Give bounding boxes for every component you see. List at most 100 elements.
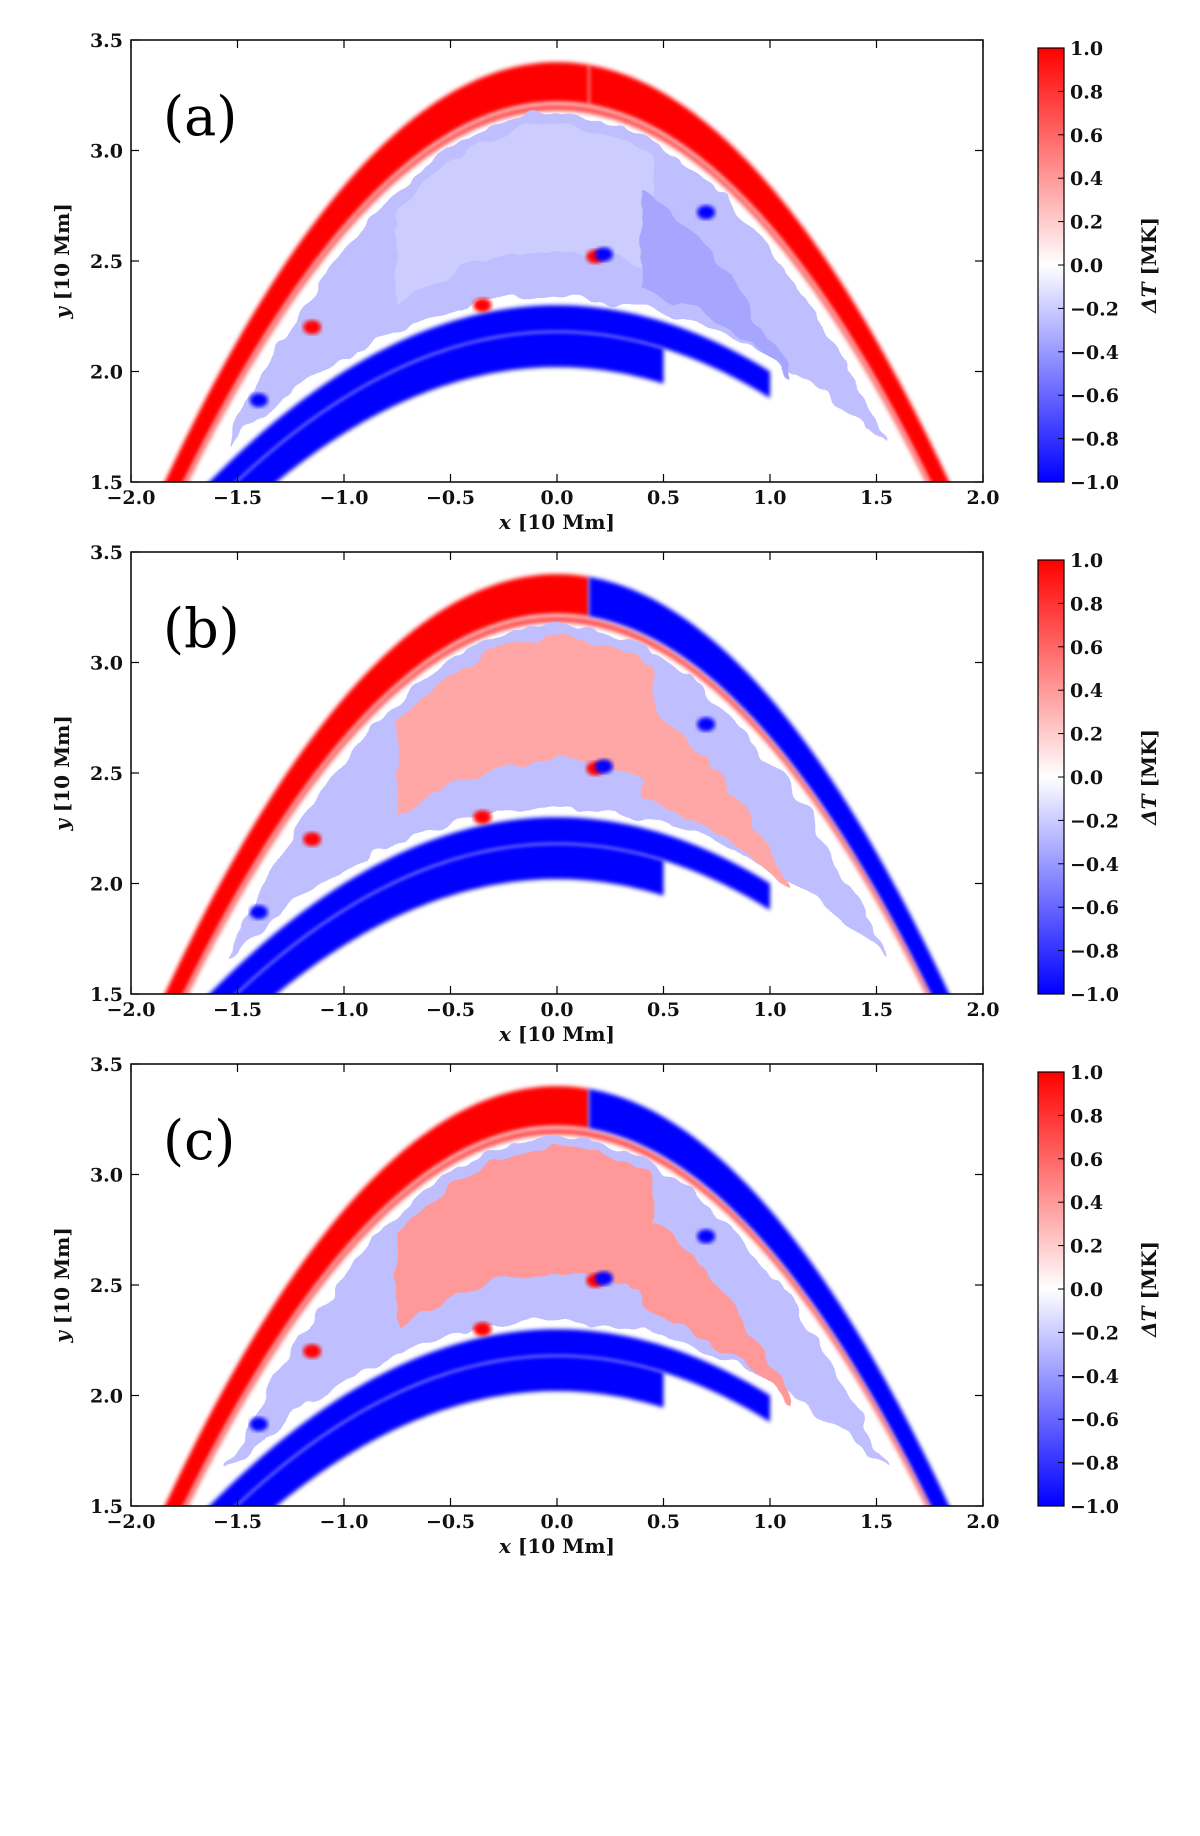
y-tick-label: 2.0 (90, 874, 123, 896)
x-tick-label: 1.5 (860, 487, 893, 509)
y-tick-label: 2.0 (90, 1386, 123, 1408)
colorbar-tick-label: 0.2 (1070, 724, 1103, 746)
panel-2: −2.0 −1.5 −1.0 −0.5 0.0 0.5 1.0 1.5 2.0 1.5 2.0 2.5… (50, 542, 1161, 1046)
colorbar-tick-label: −0.6 (1070, 897, 1119, 919)
colorbar-tick-label: −0.8 (1070, 429, 1119, 451)
panel-label: (a) (163, 85, 237, 148)
x-axis-label: x [10 Mm] (498, 1534, 615, 1558)
eddy (697, 205, 716, 220)
y-axis-var: y (50, 1330, 74, 1344)
x-tick-label: −2.0 (107, 487, 156, 509)
colorbar-tick-label: −1.0 (1070, 984, 1119, 1006)
heatmap-field (131, 40, 983, 482)
y-axis-label: y [10 Mm] (50, 203, 74, 320)
colorbar-var: ΔT (1137, 792, 1161, 826)
y-tick-label: 3.0 (90, 653, 123, 675)
core-region-right (642, 189, 792, 379)
colorbar-tick-label: −0.2 (1070, 1322, 1119, 1344)
y-axis-unit: [10 Mm] (50, 203, 74, 307)
core-region-base (226, 1136, 888, 1469)
x-axis-label: x [10 Mm] (498, 510, 615, 534)
lower-band-inner (236, 331, 664, 482)
x-tick-label: 2.0 (966, 1511, 999, 1533)
secondary-shell (184, 1128, 930, 1506)
colorbar-label: ΔT [MK] (1137, 729, 1161, 826)
colorbar-tick-label: −0.4 (1070, 854, 1119, 876)
colorbar-tick-label: −0.2 (1070, 810, 1119, 832)
core-region-right (642, 701, 792, 891)
colorbar-tick-label: −0.4 (1070, 342, 1119, 364)
panel-1: −2.0 −1.5 −1.0 −0.5 0.0 0.5 1.0 1.5 2.0 1.5 2.0 2.5… (50, 30, 1161, 534)
x-tick-label: 1.0 (753, 999, 786, 1021)
x-axis-unit: [10 Mm] (511, 1534, 615, 1558)
eddy (473, 1322, 492, 1337)
eddy (249, 1417, 268, 1432)
x-tick-label: −1.5 (213, 1511, 262, 1533)
x-tick-label: 0.5 (647, 1511, 680, 1533)
y-axis-var: y (50, 306, 74, 320)
colorbar-tick-label: 0.0 (1070, 255, 1103, 277)
colorbar-tick-label: 0.8 (1070, 81, 1103, 103)
lower-band (209, 305, 770, 482)
x-tick-label: −2.0 (107, 999, 156, 1021)
x-tick-label: −1.5 (213, 487, 262, 509)
outer-shell-right (589, 576, 950, 994)
y-tick-label: 1.5 (90, 1496, 123, 1518)
core-region-base (226, 624, 888, 957)
secondary-shell (184, 104, 930, 482)
x-tick-label: 1.0 (753, 1511, 786, 1533)
colorbar-label: ΔT [MK] (1137, 1241, 1161, 1338)
eddy (303, 1344, 322, 1359)
eddy (697, 717, 716, 732)
y-tick-label: 2.5 (90, 1275, 123, 1297)
core-region-upper (397, 636, 653, 818)
eddy (249, 393, 268, 408)
eddy (473, 298, 492, 313)
y-tick-label: 3.0 (90, 141, 123, 163)
x-tick-label: 0.0 (540, 1511, 573, 1533)
core-region-right (642, 1213, 792, 1403)
colorbar-tick-label: 0.8 (1070, 1105, 1103, 1127)
x-axis-unit: [10 Mm] (511, 1022, 615, 1046)
eddy (303, 832, 322, 847)
lower-band-inner (236, 1355, 664, 1506)
colorbar-tick-label: 0.0 (1070, 767, 1103, 789)
colorbar-var: ΔT (1137, 1304, 1161, 1338)
colorbar-var: ΔT (1137, 280, 1161, 314)
panel-3: −2.0 −1.5 −1.0 −0.5 0.0 0.5 1.0 1.5 2.0 1.5 2.0 2.5… (50, 1054, 1161, 1558)
x-axis-unit: [10 Mm] (511, 510, 615, 534)
colorbar-tick-label: 0.8 (1070, 593, 1103, 615)
colorbar-tick-label: 0.6 (1070, 637, 1103, 659)
y-tick-label: 3.0 (90, 1165, 123, 1187)
colorbar-tick-label: −1.0 (1070, 472, 1119, 494)
colorbar-unit: [MK] (1137, 729, 1161, 794)
core-region-upper (397, 124, 653, 306)
colorbar-tick-label: 0.6 (1070, 125, 1103, 147)
lower-band (209, 817, 770, 994)
x-tick-label: 2.0 (966, 487, 999, 509)
core-region-base (226, 112, 888, 446)
x-tick-label: −0.5 (426, 1511, 475, 1533)
panel-label: (b) (163, 597, 240, 660)
y-tick-label: 3.5 (90, 542, 123, 564)
colorbar-tick-label: 0.0 (1070, 1279, 1103, 1301)
eddy (594, 247, 613, 262)
x-tick-label: −1.5 (213, 999, 262, 1021)
x-tick-label: −0.5 (426, 487, 475, 509)
colorbar-tick-label: 1.0 (1070, 38, 1103, 60)
eddy (594, 759, 613, 774)
eddy (249, 905, 268, 920)
y-tick-label: 1.5 (90, 472, 123, 494)
colorbar-tick-label: 1.0 (1070, 550, 1103, 572)
eddy (473, 810, 492, 825)
colorbar-tick-label: −0.4 (1070, 1366, 1119, 1388)
heatmap-field (131, 552, 983, 994)
x-tick-label: −1.0 (320, 999, 369, 1021)
heatmap-field (131, 1064, 983, 1506)
colorbar-tick-label: −0.6 (1070, 1409, 1119, 1431)
x-tick-label: 0.0 (540, 487, 573, 509)
colorbar-tick-label: −0.8 (1070, 1453, 1119, 1475)
eddy (594, 1271, 613, 1286)
eddy (303, 320, 322, 335)
